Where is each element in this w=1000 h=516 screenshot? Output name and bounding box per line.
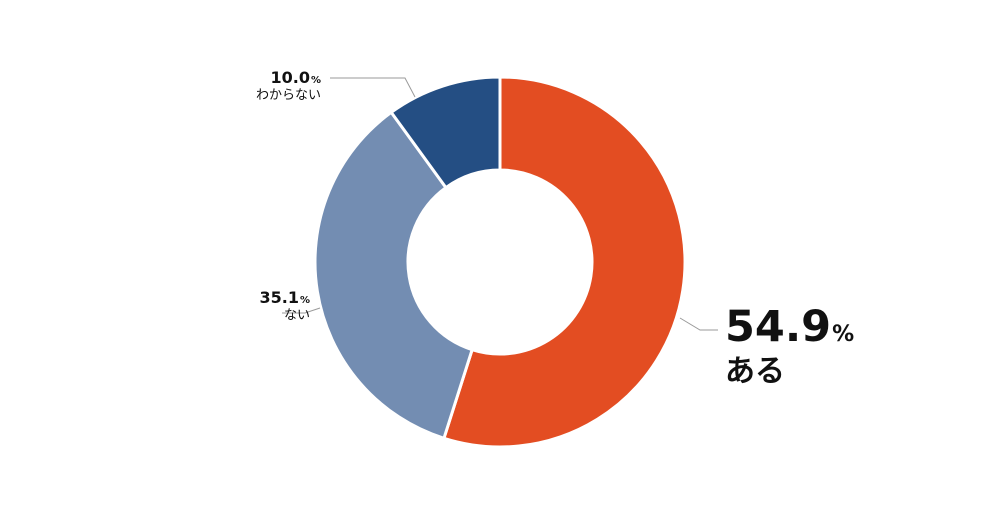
slice-value-nai: 35.1 bbox=[259, 288, 299, 307]
leader-line-nai bbox=[282, 307, 321, 314]
slice-unit-wakaranai: % bbox=[310, 75, 321, 86]
slice-unit-aru: % bbox=[832, 322, 855, 347]
slice-category-nai: ない bbox=[283, 308, 310, 323]
slice-value-wakaranai: 10.0 bbox=[270, 68, 310, 87]
donut-slices bbox=[313, 75, 687, 449]
slice-label-wakaranai: 10.0% わからない bbox=[255, 68, 321, 103]
slice-value-aru: 54.9 bbox=[725, 302, 832, 352]
leader-line-wakaranai bbox=[330, 77, 416, 98]
slice-label-aru: 54.9% ある bbox=[725, 306, 854, 387]
slice-aru bbox=[442, 75, 687, 449]
leader-lines bbox=[282, 77, 718, 331]
slice-wakaranai bbox=[389, 75, 502, 190]
slice-nai bbox=[313, 110, 475, 441]
slice-unit-nai: % bbox=[299, 295, 310, 306]
slice-label-nai: 35.1% ない bbox=[259, 288, 310, 323]
leader-line-aru bbox=[679, 317, 718, 331]
slice-category-wakaranai: わからない bbox=[255, 88, 321, 103]
slice-category-aru: ある bbox=[725, 354, 785, 389]
